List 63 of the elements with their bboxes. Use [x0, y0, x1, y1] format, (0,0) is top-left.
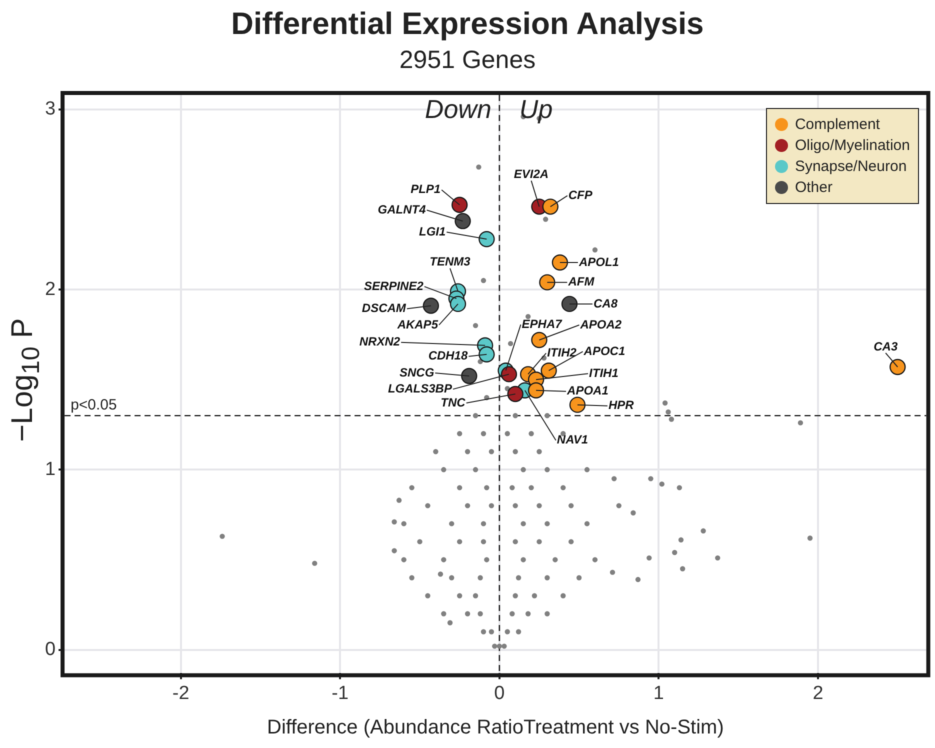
point	[478, 346, 495, 362]
annotation: NAV1	[556, 432, 588, 447]
annotation: LGALS3BP	[388, 382, 453, 396]
y-tick-label: 2	[44, 278, 56, 300]
x-tick-label: 2	[812, 682, 824, 704]
point	[552, 254, 568, 271]
annotation: Up	[519, 94, 553, 124]
annotation: APOL1	[578, 254, 620, 269]
x-tick-label: 1	[653, 682, 664, 704]
chart-title: Differential Expression Analysis	[230, 6, 705, 42]
point	[461, 368, 478, 384]
legend-label: Synapse/Neuron	[794, 157, 908, 177]
point	[540, 362, 557, 379]
legend-label: Complement	[794, 115, 881, 135]
point	[451, 196, 468, 213]
annotation: EVI2A	[514, 166, 549, 181]
ref-line-label: p<0.05	[70, 396, 117, 414]
annotation: DSCAM	[362, 301, 407, 316]
annotation: SERPINE2	[364, 278, 424, 293]
annotation: HPR	[608, 398, 634, 412]
annotation: AKAP5	[396, 317, 438, 332]
annotation: CA8	[594, 296, 618, 310]
chart-subtitle: 2951 Genes	[398, 46, 537, 75]
legend-label: Oligo/Myelination	[794, 136, 910, 156]
annotation: NRXN2	[359, 334, 400, 349]
annotation: TENM3	[430, 254, 471, 269]
point	[454, 212, 471, 230]
annotation: APOA2	[579, 317, 622, 332]
x-tick-label: -2	[172, 682, 190, 704]
point	[890, 358, 906, 376]
point	[422, 298, 440, 314]
annotation: CFP	[568, 188, 594, 202]
annotation: ITIH2	[547, 346, 577, 360]
point	[478, 231, 495, 248]
point	[500, 366, 518, 382]
x-tick-label: 0	[494, 682, 505, 704]
y-tick-label: 3	[44, 98, 56, 120]
annotation: TNC	[440, 395, 466, 410]
annotation: CA3	[874, 339, 898, 354]
point	[450, 296, 466, 312]
point	[528, 382, 544, 399]
point	[542, 198, 558, 215]
annotation: Down	[424, 94, 492, 124]
y-tick-label: 1	[44, 458, 56, 480]
annotation: AFM	[567, 274, 596, 289]
annotation: APOC1	[582, 344, 626, 358]
point	[507, 386, 524, 402]
annotation: ITIH1	[589, 366, 619, 380]
y-tick-label: 0	[44, 639, 56, 660]
annotation: LGI1	[419, 224, 446, 238]
point	[561, 296, 578, 312]
point	[539, 274, 556, 290]
x-axis-title: Difference (Abundance RatioTreatment vs No-Stim)	[267, 716, 724, 739]
annotation: SNCG	[399, 365, 434, 380]
annotation: EPHA7	[522, 316, 564, 331]
legend-label: Other	[794, 178, 834, 198]
annotation: CDH18	[428, 348, 468, 363]
point	[569, 396, 586, 413]
x-tick-label: -1	[332, 682, 349, 704]
point	[531, 332, 548, 348]
annotation: GALNT4	[378, 202, 426, 216]
annotation: PLP1	[410, 182, 441, 196]
annotation: APOA1	[566, 384, 609, 398]
